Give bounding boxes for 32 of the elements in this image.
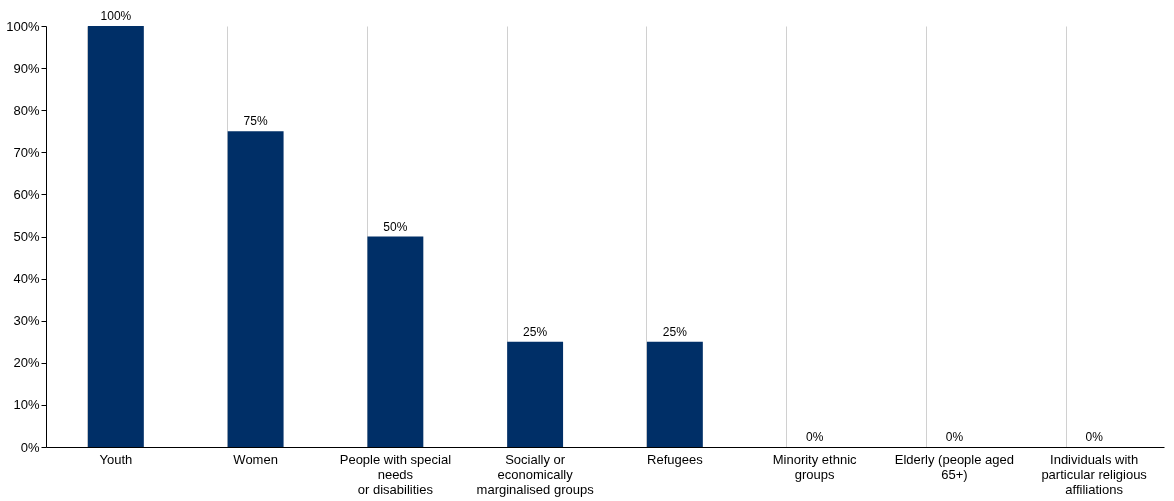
data-label: 0% (805, 430, 824, 444)
data-label: 75% (243, 114, 268, 129)
x-tick-label: People with special needs or disabilities (339, 451, 452, 497)
y-tick-label: 80% (13, 102, 40, 118)
bar (507, 341, 564, 447)
x-tick-label: Refugees (647, 451, 704, 467)
y-tick-label: 20% (13, 355, 40, 371)
x-tick-label: Minority ethnic groups (772, 451, 858, 482)
y-tick-label: 10% (13, 397, 40, 413)
bar (646, 341, 703, 447)
x-tick-label: Youth (99, 451, 133, 467)
bar (227, 131, 284, 447)
data-label: 0% (1085, 430, 1104, 444)
data-label: 0% (945, 430, 964, 444)
y-tick-label: 40% (13, 271, 40, 287)
bar (87, 26, 144, 447)
data-label: 100% (100, 9, 132, 23)
y-tick-label: 50% (13, 229, 40, 244)
y-tick-label: 90% (13, 60, 40, 76)
y-tick-label: 30% (13, 313, 40, 329)
x-tick-label: Individuals with particular religious affiliations (1041, 451, 1148, 497)
y-tick-label: 100% (6, 18, 40, 34)
y-tick-label: 70% (13, 144, 40, 160)
data-label: 50% (383, 219, 408, 234)
x-tick-label: Elderly (people aged 65+) (894, 451, 1014, 482)
x-tick-label: Women (233, 451, 278, 467)
bar (367, 236, 424, 447)
x-tick-label: Socially or economically marginalised groups (476, 451, 595, 497)
data-label: 25% (523, 324, 548, 339)
data-label: 25% (662, 324, 688, 339)
y-tick-label: 60% (13, 186, 40, 202)
y-tick-label: 0% (20, 439, 40, 455)
